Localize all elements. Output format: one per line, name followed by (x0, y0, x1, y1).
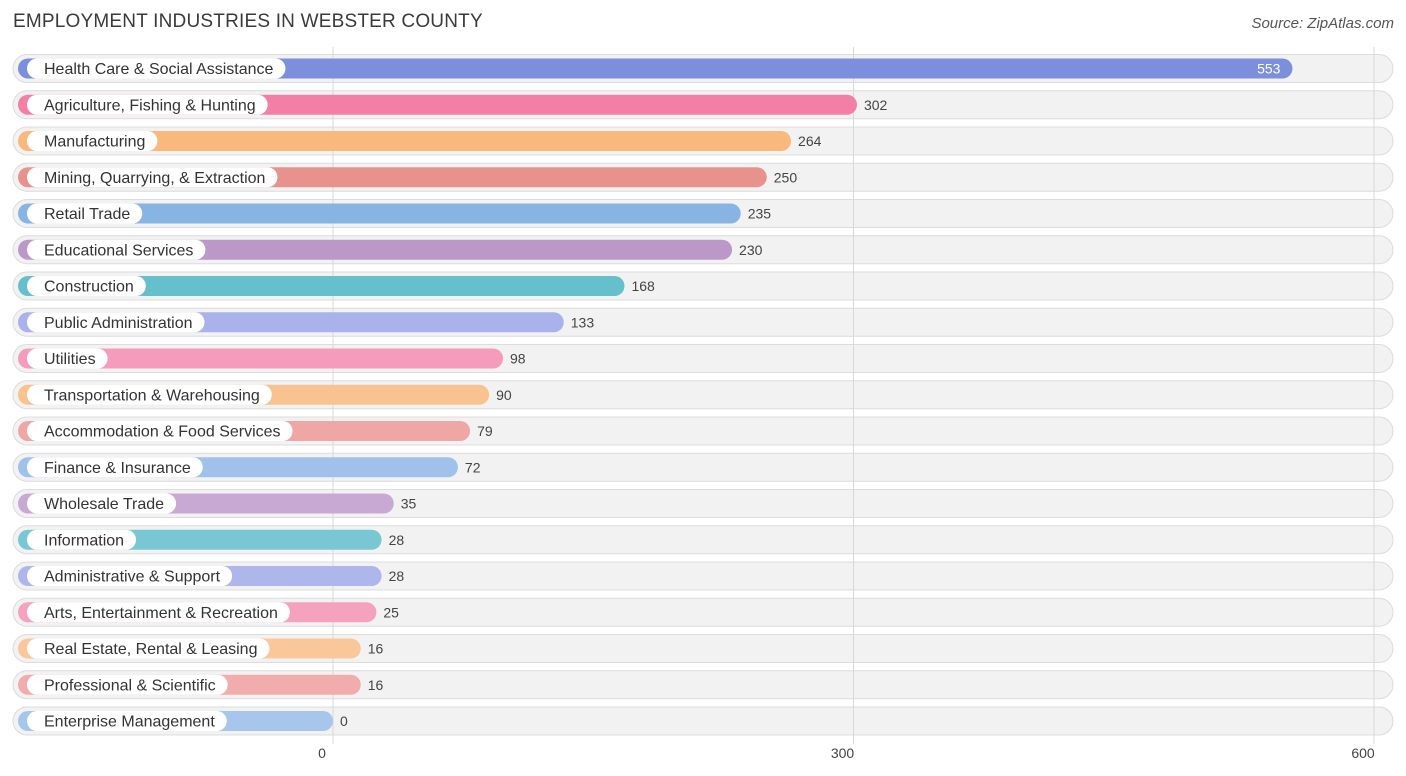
bar-label-pill (27, 602, 290, 623)
bar-label-pill (27, 94, 268, 115)
value-label: 79 (477, 423, 493, 439)
bar-label-pill (27, 638, 270, 659)
value-label: 0 (340, 713, 348, 729)
bar-label-pill (27, 566, 233, 586)
value-label: 90 (496, 387, 512, 403)
row-track (12, 706, 1394, 736)
value-label: 16 (368, 677, 384, 693)
x-tick-label: 0 (318, 745, 326, 761)
bar-label: Administrative & Support (44, 569, 221, 586)
value-label: 133 (571, 314, 595, 330)
value-label: 25 (383, 604, 399, 620)
bar-label-pill (27, 276, 146, 296)
value-label: 168 (631, 278, 655, 294)
value-label: 28 (389, 532, 405, 548)
bars: Health Care & Social Assistance 553 Agricu… (18, 58, 1293, 731)
bar-label: Agriculture, Fishing & Hunting (44, 97, 256, 114)
bar-label-pill (27, 421, 293, 441)
bar-label: Enterprise Management (44, 714, 215, 731)
x-tick-label: 300 (831, 745, 855, 761)
bar-label: Health Care & Social Assistance (44, 61, 274, 78)
value-label: 16 (368, 641, 384, 657)
bar (18, 276, 625, 296)
value-label: 230 (739, 242, 763, 258)
value-label: 553 (1257, 61, 1281, 77)
bar-label-pill (27, 239, 206, 260)
bar-label: Public Administration (44, 315, 193, 332)
bar-label: Transportation & Warehousing (44, 387, 260, 404)
chart-title: EMPLOYMENT INDUSTRIES IN WEBSTER COUNTY (13, 11, 483, 32)
x-tick-label: 600 (1351, 745, 1375, 761)
bar-label: Wholesale Trade (44, 496, 164, 513)
bar-label: Finance & Insurance (44, 460, 191, 477)
bar-label-pill (27, 167, 278, 188)
bar-label-pill (27, 457, 203, 478)
bar-label: Manufacturing (44, 134, 145, 151)
bar-label-pill (27, 58, 286, 79)
bar-label: Retail Trade (44, 206, 130, 223)
bar (18, 58, 1293, 79)
bar-label-pill (27, 312, 205, 333)
bar-label: Information (44, 532, 124, 549)
value-label: 98 (510, 351, 526, 367)
bar-label-pill (27, 529, 137, 550)
chart-source: Source: ZipAtlas.com (1251, 15, 1394, 32)
bar-label-pill (27, 203, 143, 224)
bar-label-pill (27, 384, 272, 405)
bar-label-pill (27, 493, 177, 514)
bar-label: Accommodation & Food Services (44, 424, 281, 441)
value-label: 28 (389, 568, 405, 584)
bar-label-pill (27, 711, 227, 731)
bar-label: Utilities (44, 351, 96, 368)
value-label: 264 (798, 133, 822, 149)
row-track (12, 670, 1394, 700)
value-label: 72 (465, 459, 481, 475)
bar-label: Professional & Scientific (44, 677, 216, 694)
bar-label-pill (27, 674, 228, 695)
bar-label: Arts, Entertainment & Recreation (44, 605, 278, 622)
value-label: 250 (774, 169, 798, 185)
bar-label: Mining, Quarrying, & Extraction (44, 170, 265, 187)
bar (18, 131, 792, 151)
bar (18, 348, 504, 369)
value-label: 302 (864, 97, 888, 113)
bar-label: Real Estate, Rental & Leasing (44, 641, 257, 658)
value-label: 35 (401, 496, 417, 512)
bar-label: Educational Services (44, 242, 193, 259)
bar (18, 203, 741, 224)
bar-label-pill (27, 131, 158, 151)
bar-label: Construction (44, 279, 134, 296)
row-track (12, 634, 1394, 663)
x-axis: 0 300 600 (318, 745, 1375, 761)
value-label: 235 (748, 206, 772, 222)
bar-label-pill (27, 348, 108, 369)
